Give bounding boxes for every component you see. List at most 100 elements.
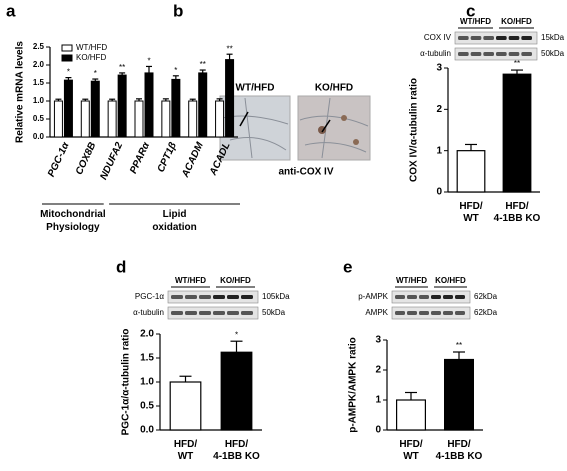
- blot-row-label: COX IV: [424, 33, 452, 42]
- micrograph-label: KO/HFD: [315, 83, 353, 94]
- bar: [225, 59, 235, 138]
- blot-band: [199, 295, 211, 299]
- stain-spot: [341, 115, 347, 121]
- blot-band: [521, 52, 532, 56]
- blot-row-label: PGC-1α: [135, 292, 164, 301]
- bar: [198, 72, 208, 138]
- panel-letter: c: [466, 1, 475, 20]
- blot-band: [443, 311, 453, 315]
- blot-band: [395, 311, 405, 315]
- y-tick-label: 0: [436, 187, 442, 198]
- significance-mark: **: [200, 60, 206, 69]
- blot-band: [419, 311, 429, 315]
- blot-group-label: WT/HFD: [396, 276, 427, 285]
- x-tick-label: HFD/4-1BB KO: [436, 439, 483, 462]
- blot-size-label: 15kDa: [541, 33, 565, 42]
- blot-band: [407, 311, 417, 315]
- blot-group-label: WT/HFD: [175, 276, 206, 285]
- legend-label: WT/HFD: [76, 43, 107, 52]
- y-axis-label: p-AMPK/AMPK ratio: [348, 337, 359, 433]
- legend-swatch: [61, 54, 73, 62]
- bar: [169, 381, 202, 431]
- significance-mark: *: [174, 66, 177, 75]
- blot-band: [171, 295, 183, 299]
- y-tick-label: 1.0: [140, 377, 154, 388]
- bar: [90, 80, 100, 138]
- y-tick-label: 2.0: [140, 329, 154, 340]
- blot-band: [483, 52, 494, 56]
- x-tick-label: PPARα: [128, 140, 152, 176]
- blot-band: [458, 36, 469, 40]
- bar: [107, 100, 117, 138]
- panel-letter: d: [116, 257, 126, 276]
- bar: [220, 351, 253, 431]
- blot-band: [496, 36, 507, 40]
- significance-mark: **: [119, 63, 125, 72]
- blot-size-label: 105kDa: [262, 292, 290, 301]
- blot-row-label: p-AMPK: [358, 292, 388, 301]
- blot-band: [508, 52, 520, 56]
- blot-band: [470, 52, 482, 56]
- y-tick-label: 0.5: [140, 401, 154, 412]
- significance-mark: **: [456, 341, 462, 350]
- group-label: Mitochondrial Physiology: [40, 209, 106, 233]
- blot-size-label: 62kDa: [474, 308, 498, 317]
- blot-band: [455, 311, 465, 315]
- x-tick-label: NDUFA2: [98, 140, 125, 181]
- significance-mark: **: [226, 44, 232, 53]
- blot-band: [455, 295, 465, 299]
- blot-size-label: 50kDa: [262, 308, 286, 317]
- blot-band: [521, 36, 532, 40]
- blot-row-label: α-tubulin: [133, 308, 164, 317]
- x-tick-label: HFD/WT: [399, 439, 423, 462]
- blot-band: [470, 36, 482, 40]
- significance-mark: *: [67, 68, 70, 77]
- x-tick-label: CPT1β: [156, 141, 179, 174]
- y-tick-label: 0: [375, 425, 381, 436]
- panel-letter: e: [343, 257, 352, 276]
- blot-band: [185, 311, 197, 315]
- x-tick-label: HFD/4-1BB KO: [494, 201, 541, 224]
- blot-band: [241, 311, 253, 315]
- bar: [80, 100, 90, 138]
- blot-band: [496, 52, 507, 56]
- y-tick-label: 0.0: [33, 132, 45, 141]
- blot-band: [185, 295, 197, 299]
- blot-band: [443, 295, 453, 299]
- x-tick-label: HFD/WT: [459, 201, 483, 224]
- blot-band: [213, 311, 225, 315]
- group-label: Lipid oxidation: [152, 209, 196, 233]
- bar: [456, 150, 486, 193]
- x-tick-label: ACADM: [180, 140, 206, 180]
- significance-mark: *: [147, 57, 150, 66]
- significance-mark: *: [235, 330, 238, 339]
- bar: [161, 100, 171, 138]
- blot-row-label: α-tubulin: [420, 49, 451, 58]
- bar: [144, 72, 154, 138]
- y-tick-label: 1.5: [140, 353, 154, 364]
- bar: [53, 100, 63, 138]
- legend-label: KO/HFD: [76, 53, 106, 62]
- x-tick-label: HFD/WT: [174, 439, 198, 462]
- y-tick-label: 1.0: [33, 96, 45, 105]
- y-tick-label: 1: [436, 145, 442, 156]
- stain-spot: [353, 139, 359, 145]
- micrograph-label: WT/HFD: [236, 83, 275, 94]
- y-tick-label: 2.0: [33, 60, 45, 69]
- blot-band: [407, 295, 417, 299]
- y-axis-label: Relative mRNA levels: [15, 41, 26, 143]
- y-tick-label: 1.5: [33, 78, 45, 87]
- bar: [188, 100, 198, 138]
- blot-band: [213, 295, 225, 299]
- blot-band: [395, 295, 405, 299]
- y-axis-label: PGC-1α/α-tubulin ratio: [121, 329, 132, 436]
- blot-size-label: 62kDa: [474, 292, 498, 301]
- blot-row-label: AMPK: [365, 308, 388, 317]
- blot-band: [419, 295, 429, 299]
- blot-band: [483, 36, 494, 40]
- blot-group-label: KO/HFD: [220, 276, 251, 285]
- bar: [63, 79, 73, 138]
- blot-size-label: 50kDa: [541, 49, 565, 58]
- arrow: [321, 119, 331, 133]
